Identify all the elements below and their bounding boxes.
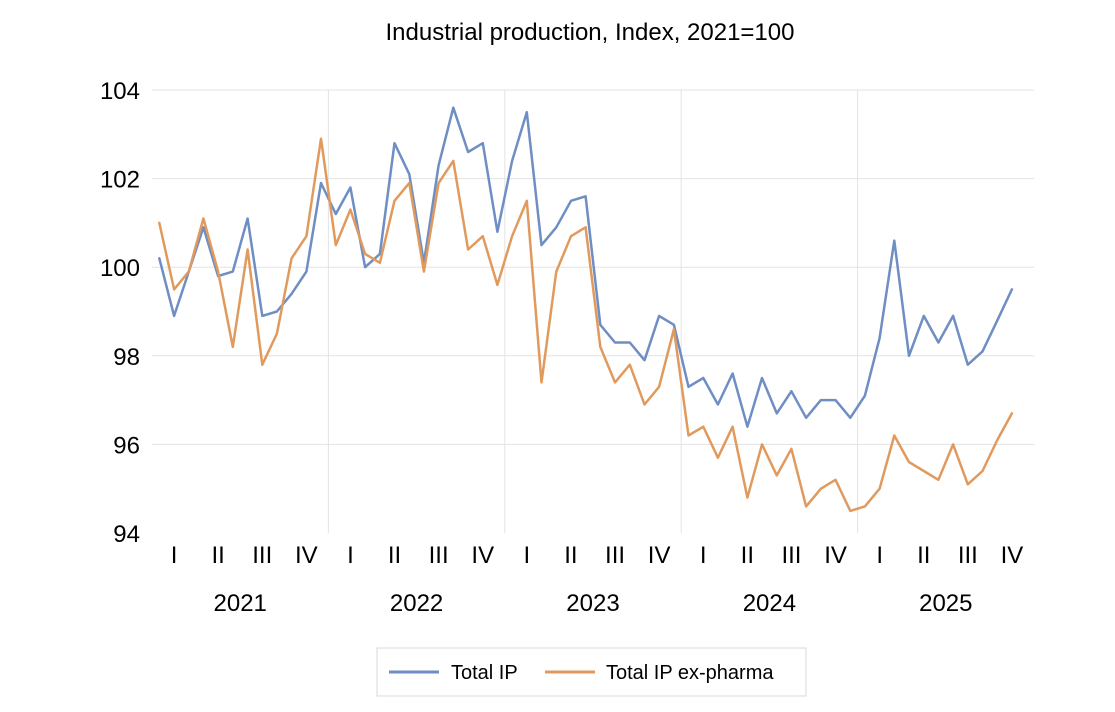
x-tick-quarter: I [700,542,707,569]
x-tick-quarter: III [252,542,272,569]
y-tick-label: 104 [100,78,140,105]
y-tick-label: 100 [100,255,140,282]
x-tick-quarter: III [605,542,625,569]
x-tick-year: 2025 [919,590,972,617]
legend-label-total-ip: Total IP [451,662,518,684]
x-tick-quarter: IV [824,542,847,569]
x-tick-quarter: I [347,542,354,569]
y-tick-label: 96 [113,432,140,459]
x-tick-quarter: II [741,542,754,569]
x-tick-quarter: IV [1001,542,1024,569]
series-group [158,106,1014,513]
x-tick-quarter: III [429,542,449,569]
x-tick-quarter: IV [295,542,318,569]
x-tick-quarter: I [171,542,178,569]
y-tick-label: 94 [113,521,140,548]
x-tick-quarter: IV [471,542,494,569]
x-tick-year: 2024 [743,590,796,617]
y-axis: 94 96 98 100 102 104 [100,78,140,548]
x-tick-quarter: II [564,542,577,569]
x-tick-year: 2021 [214,590,267,617]
y-tick-label: 102 [100,167,140,194]
x-tick-quarter: I [524,542,531,569]
x-tick-quarter: III [781,542,801,569]
x-tick-quarter: I [876,542,883,569]
y-tick-label: 98 [113,344,140,371]
chart-title: Industrial production, Index, 2021=100 [386,19,795,46]
x-tick-quarter: IV [648,542,671,569]
x-tick-year: 2022 [390,590,443,617]
x-tick-quarter: II [388,542,401,569]
series-line-total-ip [158,106,1014,428]
x-tick-quarter: III [958,542,978,569]
grid [152,89,1034,533]
legend: Total IP Total IP ex-pharma [376,647,807,697]
x-tick-quarter: II [917,542,930,569]
legend-label-total-ip-ex-pharma: Total IP ex-pharma [606,662,774,684]
x-tick-quarter: II [211,542,224,569]
x-tick-year: 2023 [566,590,619,617]
series-line-total-ip-ex-pharma [158,137,1014,513]
